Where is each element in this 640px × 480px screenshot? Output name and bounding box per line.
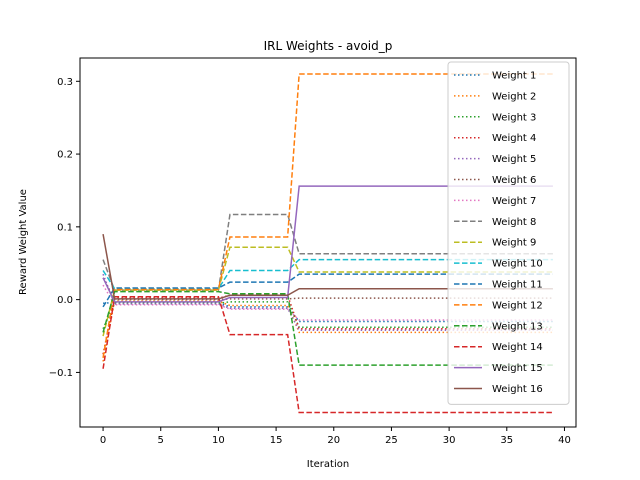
y-tick-label: −0.1	[49, 368, 73, 379]
y-tick-label: 0.3	[57, 77, 73, 88]
legend-label: Weight 14	[492, 342, 543, 353]
series-line-weight-13	[102, 290, 553, 366]
x-tick-label: 25	[385, 435, 398, 446]
legend-label: Weight 13	[492, 321, 543, 332]
legend-label: Weight 12	[492, 300, 543, 311]
x-tick-label: 40	[558, 435, 571, 446]
plot-frame	[79, 57, 577, 428]
legend-label: Weight 10	[492, 259, 543, 270]
y-axis-label: Reward Weight Value	[18, 189, 29, 295]
legend-label: Weight 7	[492, 196, 536, 207]
legend-label: Weight 6	[492, 175, 536, 186]
y-axis: −0.1 0.0 0.1 0.2 0.3	[49, 77, 80, 379]
series-line-weight-9	[102, 246, 553, 337]
series-line-weight-16	[102, 233, 553, 300]
legend-label: Weight 16	[492, 384, 543, 395]
legend-label: Weight 9	[492, 238, 536, 249]
y-tick-label: 0.2	[57, 150, 73, 161]
legend-label: Weight 4	[492, 133, 536, 144]
series-line-weight-12	[102, 73, 553, 358]
chart-title: IRL Weights - avoid_p	[264, 39, 393, 53]
legend-label: Weight 11	[492, 280, 543, 291]
legend-box	[447, 61, 570, 405]
y-tick-label: 0.0	[57, 295, 73, 306]
x-tick-label: 35	[500, 435, 513, 446]
x-tick-label: 15	[270, 435, 283, 446]
series-line-weight-7	[102, 284, 553, 321]
legend-label: Weight 2	[492, 91, 536, 102]
x-axis-label: Iteration	[307, 459, 349, 470]
legend-label: Weight 3	[492, 112, 536, 123]
series-line-weight-11	[102, 273, 553, 308]
y-tick-label: 0.1	[57, 222, 73, 233]
x-tick-label: 30	[443, 435, 456, 446]
series-line-weight-10	[102, 258, 553, 290]
x-axis: 0 5 10 15 20 25 30 35 40	[100, 427, 571, 446]
x-tick-label: 20	[327, 435, 340, 446]
series-line-weight-2	[102, 300, 553, 362]
x-tick-label: 0	[100, 435, 106, 446]
x-tick-label: 10	[212, 435, 225, 446]
legend-label: Weight 1	[492, 71, 536, 82]
series-line-weight-15	[102, 185, 553, 303]
legend-label: Weight 5	[492, 154, 536, 165]
plot-lines	[102, 73, 553, 414]
legend-label: Weight 8	[492, 217, 536, 228]
legend: Weight 1 Weight 2 Weight 3 Weight 4 Weight 5…	[447, 61, 570, 405]
legend-label: Weight 15	[492, 363, 543, 374]
x-tick-label: 5	[158, 435, 164, 446]
series-line-weight-5	[102, 273, 553, 331]
